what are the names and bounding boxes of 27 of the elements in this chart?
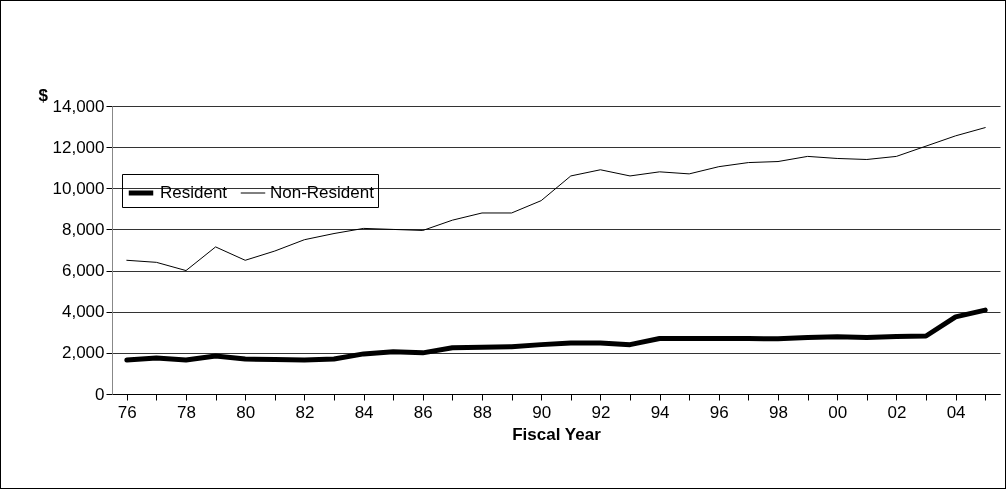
y-tick-label: 4,000 [61, 302, 105, 322]
y-tick-label: 14,000 [52, 96, 105, 116]
legend-label: Resident [160, 183, 228, 202]
y-tick-label: 2,000 [61, 343, 105, 363]
x-tick-label: 04 [946, 402, 966, 422]
x-tick-label: 80 [236, 402, 256, 422]
x-tick-label: 92 [591, 402, 611, 422]
x-tick-label: 82 [295, 402, 315, 422]
y-tick-label: 6,000 [61, 261, 105, 281]
y-tick-label: 0 [95, 384, 105, 404]
x-tick-label: 78 [177, 402, 196, 422]
x-axis-title: Fiscal Year [512, 424, 602, 444]
x-tick-label: 86 [413, 402, 433, 422]
x-tick-label: 02 [887, 402, 907, 422]
x-tick-label: 96 [709, 402, 729, 422]
x-tick-label: 94 [650, 402, 670, 422]
legend-label: Non-Resident [270, 183, 375, 202]
y-tick-label: 10,000 [52, 178, 105, 198]
x-tick-label: 76 [117, 402, 137, 422]
x-tick-label: 84 [354, 402, 374, 422]
x-tick-label: 98 [769, 402, 788, 422]
y-axis-title: $ [38, 85, 49, 105]
x-tick-label: 00 [828, 402, 848, 422]
y-tick-label: 8,000 [61, 219, 105, 239]
x-tick-label: 90 [532, 402, 552, 422]
x-tick-label: 88 [473, 402, 492, 422]
y-tick-label: 12,000 [52, 137, 105, 157]
